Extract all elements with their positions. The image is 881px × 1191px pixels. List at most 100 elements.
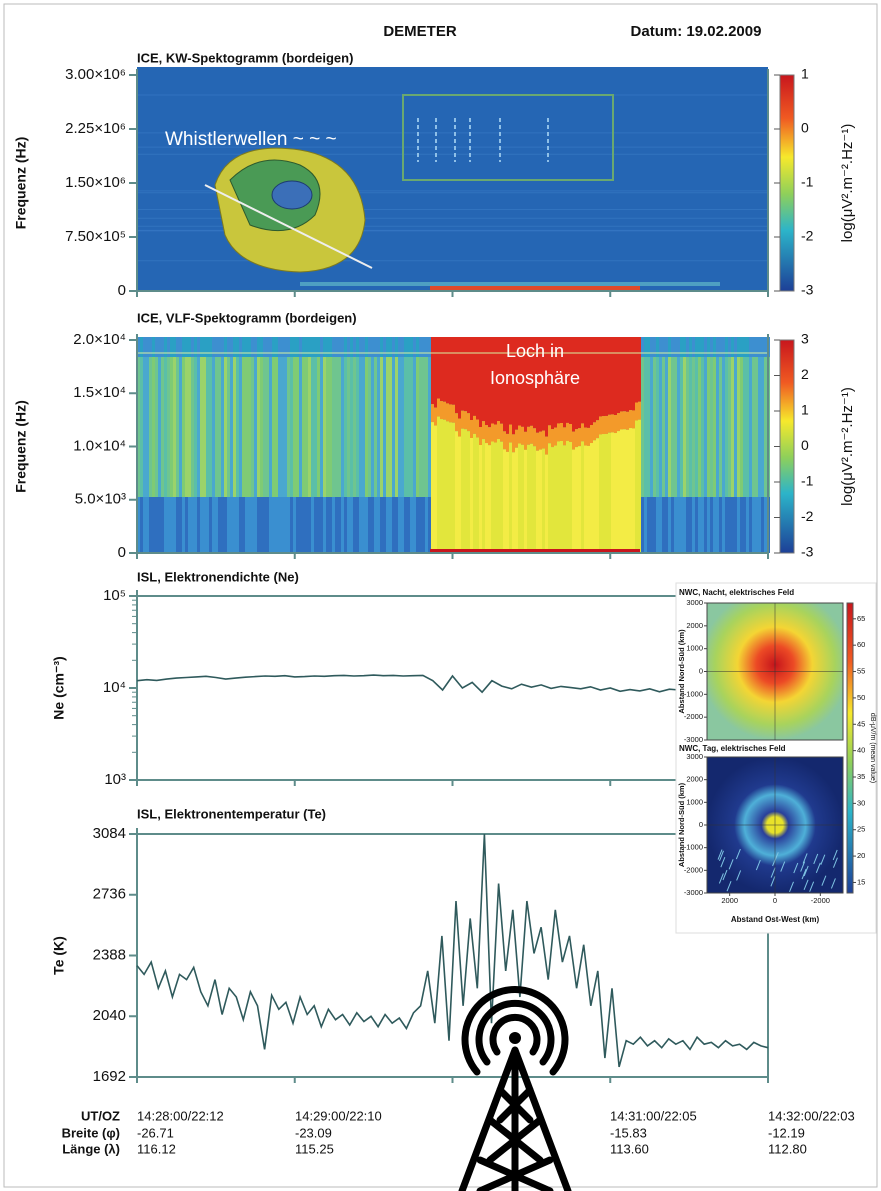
map-colorbar-tick-label: 15	[857, 877, 865, 886]
spectrogram-texture	[458, 418, 461, 437]
spectrogram-texture	[278, 337, 281, 357]
spectrogram-texture	[170, 337, 173, 357]
spectrogram-texture	[683, 337, 686, 357]
spectrogram-texture	[365, 497, 368, 553]
spectrogram-texture	[347, 357, 350, 497]
spectrogram-texture	[431, 404, 434, 423]
spectrogram-texture	[515, 447, 518, 553]
y-tick-label: 0	[118, 544, 126, 561]
spectrogram-texture	[431, 337, 434, 405]
spectrogram-texture	[566, 440, 569, 553]
spectrogram-texture	[425, 497, 428, 553]
spectrogram-texture	[395, 337, 398, 357]
spectrogram-texture	[581, 423, 584, 442]
spectrogram-texture	[230, 497, 233, 553]
spectrogram-texture	[554, 427, 557, 446]
spectrogram-texture	[608, 337, 611, 415]
spectrogram-texture	[446, 403, 449, 422]
spectrogram-texture	[728, 497, 731, 553]
spectrogram-texture	[707, 497, 710, 553]
y-tick-label: 1.50×10⁶	[65, 174, 126, 191]
spectrogram-texture	[581, 441, 584, 553]
spectrogram-texture	[437, 398, 440, 417]
spectrogram-texture	[227, 497, 230, 553]
spectrogram-texture	[494, 337, 497, 425]
map-colorbar-tick-label: 50	[857, 693, 865, 702]
spectrogram-texture	[491, 337, 494, 424]
map-y-tick-label: 1000	[686, 644, 703, 653]
spectrogram-texture	[470, 437, 473, 553]
spectrogram-texture	[497, 337, 500, 422]
spectrogram-texture	[545, 454, 548, 553]
spectrogram-texture	[425, 357, 428, 497]
spectrogram-texture	[170, 497, 173, 553]
spectrogram-texture	[311, 357, 314, 497]
map-y-tick-label: -2000	[684, 712, 703, 721]
spectrogram-texture	[209, 357, 212, 497]
spectrogram-texture	[542, 448, 545, 553]
spectrogram-texture	[497, 439, 500, 553]
spectrogram-texture	[644, 357, 647, 497]
spectrogram-texture	[560, 337, 563, 424]
spectrogram-texture	[383, 337, 386, 357]
spectrogram-texture	[305, 357, 308, 497]
spectrogram-texture	[401, 337, 404, 357]
spectrogram-texture	[430, 286, 640, 291]
spectrogram-texture	[272, 497, 275, 553]
spectrogram-texture	[605, 415, 608, 434]
spectrogram-texture	[251, 497, 254, 553]
y-tick-label: 2388	[93, 946, 126, 963]
spectrogram-texture	[764, 497, 767, 553]
spectrogram-texture	[293, 497, 296, 553]
spectrogram-texture	[626, 337, 629, 412]
spectrogram-texture	[383, 497, 386, 553]
spectrogram-texture	[593, 337, 596, 423]
spectrogram-texture	[227, 337, 230, 357]
spectrogram-texture	[680, 497, 683, 553]
annotation: Whistlerwellen ~ ~ ~	[165, 129, 337, 150]
spectrogram-texture	[539, 337, 542, 432]
spectrogram-texture	[575, 429, 578, 448]
spectrogram-texture	[305, 497, 308, 553]
spectrogram-texture	[746, 357, 749, 497]
spectrogram-texture	[731, 337, 734, 357]
spectrogram-texture	[290, 357, 293, 497]
map-texture	[830, 878, 836, 889]
spectrogram-texture	[275, 497, 278, 553]
footer-cell: 115.25	[295, 1141, 334, 1156]
spectrogram-texture	[248, 497, 251, 553]
panel-title: ISL, Elektronentemperatur (Te)	[137, 806, 326, 821]
spectrogram-texture	[419, 357, 422, 497]
spectrogram-texture	[188, 337, 191, 357]
spectrogram-texture	[236, 357, 239, 497]
spectrogram-texture	[356, 497, 359, 553]
spectrogram-texture	[179, 357, 182, 497]
spectrogram-texture	[368, 337, 371, 357]
spectrogram-texture	[512, 452, 515, 553]
spectrogram-texture	[518, 443, 521, 553]
spectrogram-texture	[461, 428, 464, 553]
spectrogram-texture	[239, 357, 242, 497]
spectrogram-texture	[335, 497, 338, 553]
spectrogram-texture	[221, 337, 224, 357]
spectrogram-texture	[290, 497, 293, 553]
spectrogram-texture	[563, 445, 566, 553]
map-texture	[803, 879, 809, 890]
spectrogram-texture	[242, 337, 245, 357]
spectrogram-texture	[452, 404, 455, 423]
spectrogram-texture	[578, 428, 581, 447]
spectrogram-texture	[149, 357, 152, 497]
spectrogram-texture	[167, 497, 170, 553]
spectrogram-texture	[551, 337, 554, 430]
spectrogram-texture	[572, 449, 575, 553]
spectrogram-texture	[281, 497, 284, 553]
spectrogram-texture	[242, 497, 245, 553]
spectrogram-texture	[362, 337, 365, 357]
colorbar	[779, 339, 795, 554]
spectrogram-texture	[146, 357, 149, 497]
spectrogram-texture	[185, 337, 188, 357]
spectrogram-texture	[611, 432, 614, 553]
spectrogram-texture	[251, 357, 254, 497]
spectrogram-texture	[338, 337, 341, 357]
spectrogram-texture	[569, 337, 572, 425]
